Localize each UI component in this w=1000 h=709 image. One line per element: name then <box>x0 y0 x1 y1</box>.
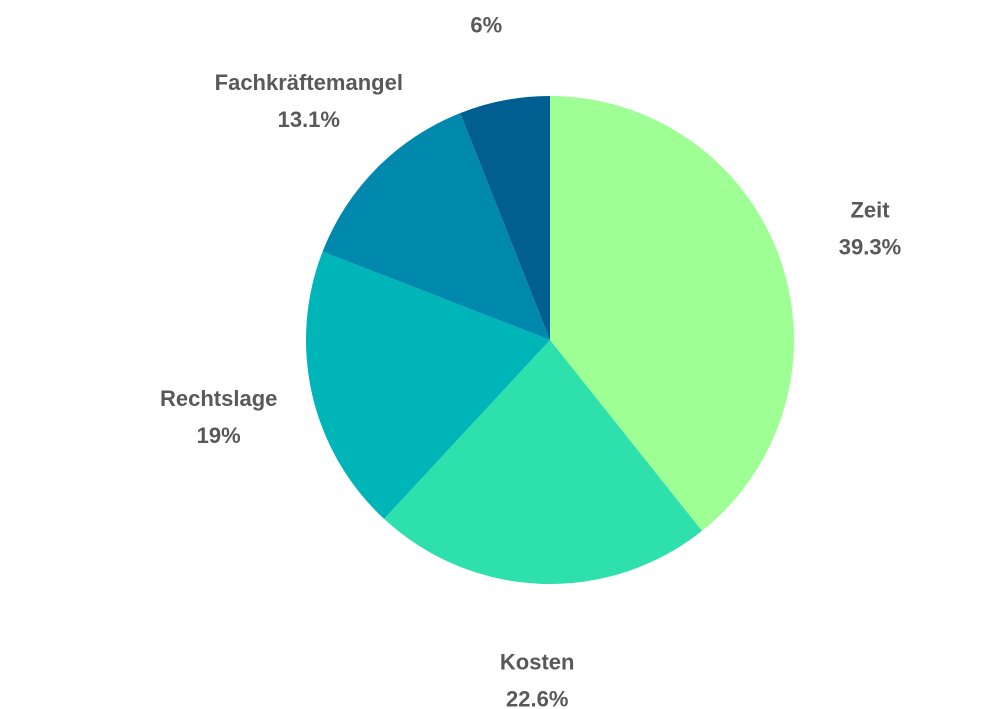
slice-label-mitarbeitermotivation: Mitarbeitermotivation <box>374 0 598 1</box>
pie-slice-mitarbeitermotivation <box>460 96 550 340</box>
slice-label-kosten: Kosten <box>500 649 575 674</box>
slice-value-label-rechtslage: 19% <box>197 423 241 448</box>
pie-slice-zeit <box>550 96 794 531</box>
slice-value-label-fachkraftemangel: 13.1% <box>278 107 340 132</box>
slice-value-label-zeit: 39.3% <box>839 234 901 259</box>
slice-value-label-mitarbeitermotivation: 6% <box>470 13 502 38</box>
slice-label-zeit: Zeit <box>850 197 890 222</box>
pie-slices <box>305 96 794 584</box>
slice-label-fachkraftemangel: Fachkräftemangel <box>215 70 403 95</box>
slice-value-label-kosten: 22.6% <box>506 686 568 709</box>
pie-slice-fachkraftemangel <box>322 113 550 340</box>
pie-slice-rechtslage <box>305 251 550 519</box>
pie-slice-kosten <box>384 340 702 584</box>
pie-labels: Zeit 39.3% Kosten 22.6% Rechtslage 19% Fachkrä… <box>160 0 901 709</box>
slice-label-rechtslage: Rechtslage <box>160 386 277 411</box>
